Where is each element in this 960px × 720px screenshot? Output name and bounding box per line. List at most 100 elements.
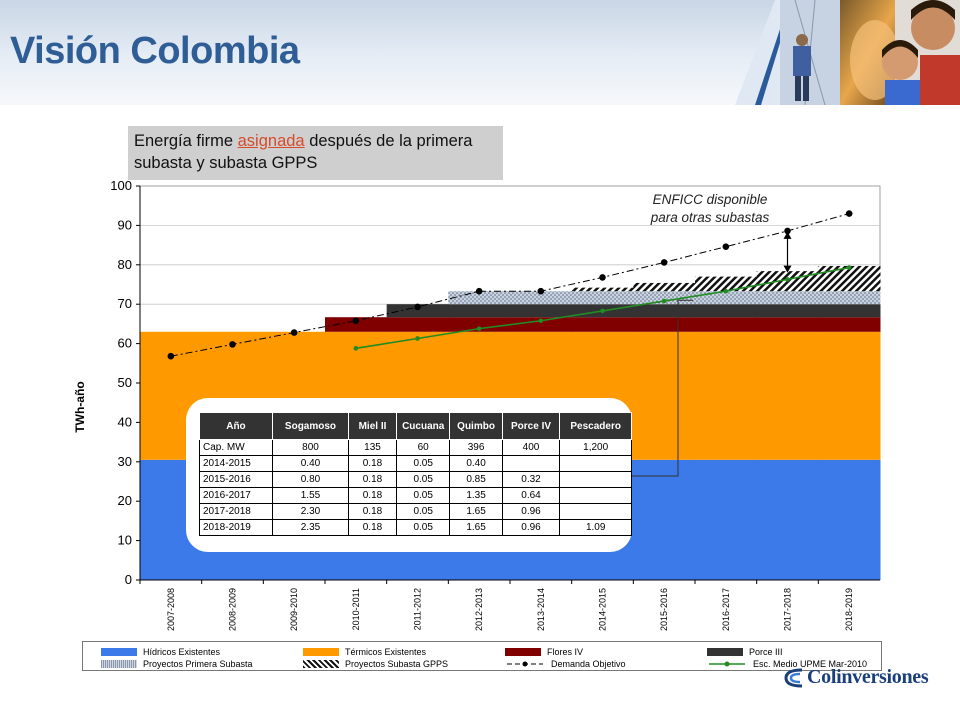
table-cell: 60 <box>395 439 451 456</box>
legend-upme: Esc. Medio UPME Mar-2010 <box>707 658 867 670</box>
hidricos-bar <box>633 459 696 580</box>
table-cell: 1.09 <box>559 519 632 536</box>
table-cell: 0.05 <box>395 487 451 504</box>
demanda-point <box>352 317 360 325</box>
hidricos-bar <box>695 459 758 580</box>
logo-text: Colinversiones <box>807 666 929 688</box>
porce-iii-bar <box>695 304 758 318</box>
upme-point <box>538 318 544 324</box>
x-tick-label: 2018-2019 <box>844 588 854 631</box>
table-cell: 0.05 <box>395 503 451 520</box>
table-cell: 1.35 <box>449 487 503 504</box>
x-tick-label: 2015-2016 <box>659 588 669 631</box>
header-banner <box>0 0 960 105</box>
table-header-cell: Miel II <box>348 412 397 440</box>
legend-termicos: Térmicos Existentes <box>303 646 426 658</box>
legend-primera-subasta: Proyectos Primera Subasta <box>101 658 253 670</box>
y-tick-label: 50 <box>118 375 132 390</box>
x-tick-label: 2017-2018 <box>783 588 793 631</box>
flores-iv-bar <box>695 317 758 332</box>
legend-flores-iv: Flores IV <box>505 646 583 658</box>
table-cell: 2018-2019 <box>199 519 273 536</box>
legend-swatch <box>303 660 339 668</box>
upme-point <box>353 346 359 351</box>
subtitle-part1: Energía firme <box>134 132 238 150</box>
hidricos-bar <box>818 459 881 580</box>
demanda-point <box>599 274 606 281</box>
table-cell: 2014-2015 <box>199 455 273 472</box>
table-cell: 135 <box>348 439 397 456</box>
table-cell: 0.40 <box>271 455 350 472</box>
chart-legend: Hídricos Existentes Térmicos Existentes Fl… <box>82 641 882 671</box>
table-cell: 400 <box>501 439 561 456</box>
termicos-bar <box>756 331 819 460</box>
subtitle-highlight-link[interactable]: asignada <box>237 132 305 150</box>
demanda-point <box>660 259 668 266</box>
legend-line-swatch <box>507 661 543 667</box>
legend-label: Proyectos Subasta GPPS <box>345 659 449 669</box>
projects-table-card: Año Sogamoso Miel II Cucuana Quimbo Porce IV P… <box>186 398 632 552</box>
y-tick-label: 0 <box>125 572 132 587</box>
table-cell: 800 <box>271 439 350 456</box>
demanda-point <box>414 303 421 311</box>
legend-label: Proyectos Primera Subasta <box>143 659 253 669</box>
upme-point <box>415 336 420 341</box>
table-cell: 1.55 <box>271 487 350 504</box>
porce-iii-bar <box>510 304 573 318</box>
table-cell: 0.40 <box>449 455 503 472</box>
flores-iv-bar <box>818 317 881 332</box>
x-tick-label: 2016-2017 <box>721 588 731 631</box>
legend-label: Térmicos Existentes <box>345 647 427 657</box>
y-tick-label: 90 <box>118 217 132 232</box>
table-callout-line <box>632 299 693 477</box>
legend-label: Flores IV <box>547 647 584 657</box>
porce-iii-bar <box>756 304 819 318</box>
primera-subasta-bar <box>818 291 881 305</box>
upme-point <box>476 326 482 331</box>
termicos-bar <box>633 331 696 460</box>
table-cell <box>559 471 632 488</box>
table-cell: 0.18 <box>348 503 397 520</box>
porce-iii-bar <box>448 304 511 318</box>
table-cell <box>559 455 632 472</box>
flores-iv-bar <box>571 317 634 332</box>
x-tick-label: 2008-2009 <box>228 588 238 631</box>
legend-gpps: Proyectos Subasta GPPS <box>303 658 448 670</box>
demanda-point <box>167 352 175 360</box>
x-tick-label: 2014-2015 <box>598 588 608 631</box>
x-tick-label: 2009-2010 <box>289 588 299 631</box>
table-cell: 0.32 <box>501 471 561 488</box>
table-row: 2015-2016 0.80 0.18 0.05 0.85 0.32 <box>199 471 632 488</box>
table-header-cell: Año <box>199 412 273 440</box>
table-cell: 396 <box>449 439 503 456</box>
table-cell: 0.96 <box>501 503 561 520</box>
annotation-line1: ENFICC disponible <box>652 192 768 207</box>
table-cell: 0.85 <box>449 471 503 488</box>
table-cell: 2017-2018 <box>199 503 273 520</box>
table-cell <box>559 487 632 504</box>
table-cell: 2016-2017 <box>199 487 273 504</box>
gap-arrow-head-top <box>783 231 792 239</box>
gap-arrow-head-bottom <box>783 265 792 273</box>
legend-label: Esc. Medio UPME Mar-2010 <box>753 659 868 669</box>
subtitle-part2: después de la primera subasta y subasta … <box>134 132 473 172</box>
annotation-line2: para otras subastas <box>650 210 770 225</box>
table-cell: 2015-2016 <box>199 471 273 488</box>
x-tick-label: 2013-2014 <box>536 588 546 631</box>
page-title: Visión Colombia <box>10 30 300 72</box>
flores-iv-bar <box>633 317 696 332</box>
table-cell: 0.80 <box>271 471 350 488</box>
table-header-cell: Sogamoso <box>271 412 350 440</box>
y-tick-label: 10 <box>118 533 132 548</box>
legend-label: Porce III <box>749 647 783 657</box>
flores-iv-bar <box>386 317 449 332</box>
table-cell: 0.18 <box>348 471 397 488</box>
chart-subtitle-box: Energía firme asignada después de la pri… <box>128 126 503 180</box>
y-tick-label: 30 <box>118 454 132 469</box>
upme-point <box>846 265 852 270</box>
demanda-point <box>537 287 545 295</box>
table-header-cell: Pescadero <box>559 412 632 440</box>
demanda-point <box>475 287 483 295</box>
gpps-bar <box>571 287 634 292</box>
primera-subasta-bar <box>633 291 696 305</box>
